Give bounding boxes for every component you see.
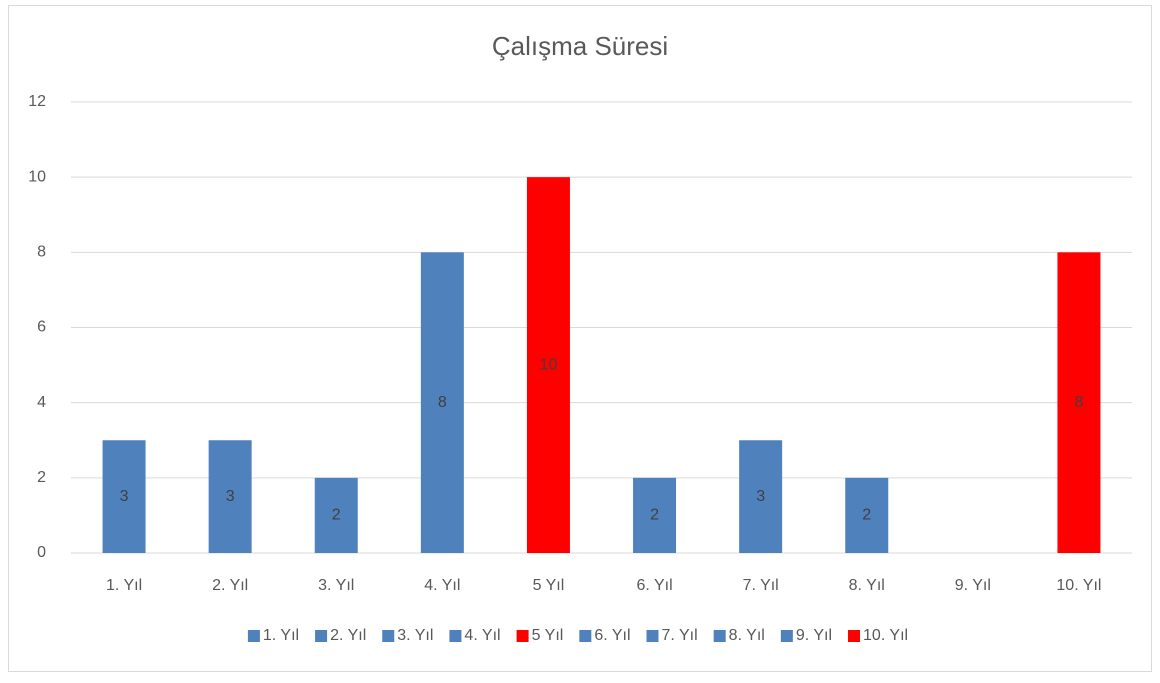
- x-tick-label: 7. Yıl: [743, 577, 779, 594]
- bar: [314, 477, 358, 553]
- chart-title: Çalışma Süresi: [492, 31, 668, 61]
- legend-swatch: [579, 630, 592, 642]
- legend-label: 1. Yıl: [263, 627, 299, 644]
- data-label: 2: [650, 507, 659, 524]
- y-tick-label: 10: [28, 168, 46, 185]
- x-tick-label: 10. Yıl: [1056, 577, 1101, 594]
- legend-swatch: [382, 630, 395, 642]
- data-label: 8: [1074, 394, 1083, 411]
- bar: [739, 440, 783, 553]
- legend-label: 7. Yıl: [662, 627, 698, 644]
- data-label: 2: [332, 507, 341, 524]
- legend-label: 10. Yıl: [863, 627, 908, 644]
- y-tick-label: 4: [37, 394, 46, 411]
- legend-swatch: [713, 630, 726, 642]
- data-label: 8: [438, 394, 447, 411]
- legend-swatch: [247, 630, 260, 642]
- legend-swatch: [449, 630, 462, 642]
- y-tick-label: 2: [37, 469, 46, 486]
- legend-label: 2. Yıl: [330, 627, 366, 644]
- bar: [1057, 252, 1101, 554]
- legend-swatch: [516, 630, 529, 642]
- legend-swatch: [848, 630, 861, 642]
- bar: [420, 252, 464, 554]
- bar: [526, 177, 570, 553]
- legend-label: 5 Yıl: [532, 627, 564, 644]
- x-tick-label: 9. Yıl: [955, 577, 991, 594]
- bar: [102, 440, 146, 553]
- chart-border: [8, 5, 1152, 672]
- x-tick-label: 2. Yıl: [212, 577, 248, 594]
- x-tick-label: 8. Yıl: [849, 577, 885, 594]
- legend-label: 4. Yıl: [464, 627, 500, 644]
- bar: [845, 477, 889, 553]
- x-tick-label: 4. Yıl: [424, 577, 460, 594]
- data-label: 3: [226, 488, 235, 505]
- data-label: 10: [540, 356, 558, 373]
- bar: [633, 477, 677, 553]
- legend-label: 8. Yıl: [729, 627, 765, 644]
- x-tick-label: 3. Yıl: [318, 577, 354, 594]
- y-tick-label: 0: [37, 544, 46, 561]
- y-tick-label: 6: [37, 319, 46, 336]
- legend-label: 9. Yıl: [796, 627, 832, 644]
- data-label: 2: [862, 507, 871, 524]
- legend-swatch: [646, 630, 659, 642]
- legend-swatch: [315, 630, 328, 642]
- y-tick-label: 8: [37, 244, 46, 261]
- data-label: 3: [756, 488, 765, 505]
- x-tick-label: 1. Yıl: [106, 577, 142, 594]
- legend-swatch: [780, 630, 793, 642]
- x-tick-label: 5 Yıl: [533, 577, 565, 594]
- data-label: 3: [120, 488, 129, 505]
- legend-label: 6. Yıl: [594, 627, 630, 644]
- legend-label: 3. Yıl: [397, 627, 433, 644]
- x-tick-label: 6. Yıl: [636, 577, 672, 594]
- y-tick-label: 12: [28, 93, 46, 110]
- bar: [208, 440, 252, 553]
